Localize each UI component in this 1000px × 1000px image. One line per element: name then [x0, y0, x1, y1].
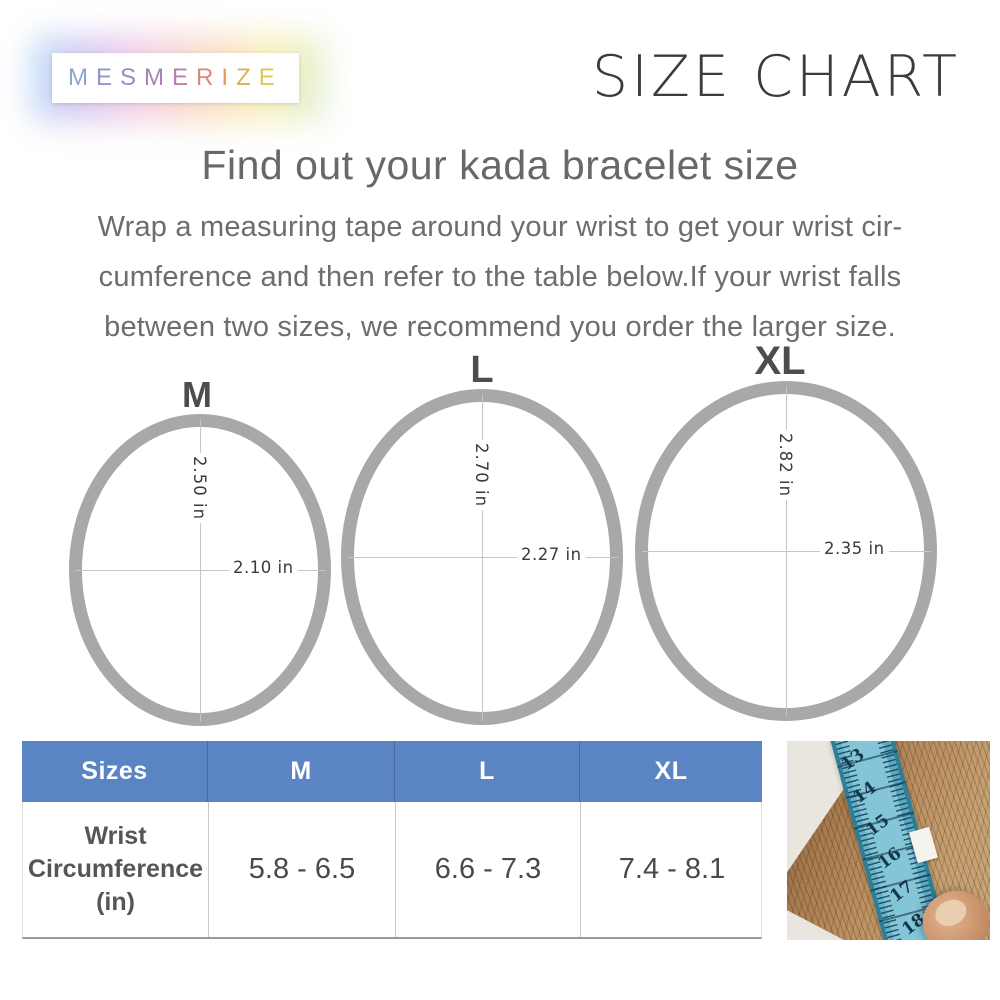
intro-line-1: Wrap a measuring tape around your wrist …: [97, 211, 903, 243]
row-label-line: Wrist: [84, 822, 147, 850]
ring-size-label: M: [182, 374, 212, 415]
logo-letter: M: [68, 64, 88, 91]
row-label-line: (in): [96, 888, 135, 916]
vertical-diameter-label: 2.82 in: [775, 430, 796, 501]
logo-letter: I: [221, 64, 229, 91]
logo-letter: R: [196, 64, 214, 91]
size-table-body-row: Wrist Circumference (in) 5.8 - 6.5 6.6 -…: [22, 802, 762, 939]
logo-box: M E S M E R I Z E: [52, 53, 299, 103]
size-table-value-xl: 7.4 - 8.1: [618, 853, 726, 885]
size-table-header-row: Sizes M L XL: [22, 741, 762, 802]
tape-number: 14: [849, 777, 881, 808]
intro-paragraph: Wrap a measuring tape around your wrist …: [0, 202, 1000, 352]
logo-letter: Z: [236, 64, 251, 91]
size-table-header-sizes: Sizes: [22, 741, 208, 802]
ring-size-label: XL: [754, 339, 806, 383]
size-table-header-l: L: [395, 741, 580, 802]
size-table-row-label-cell: Wrist Circumference (in): [23, 802, 209, 937]
logo-letter: E: [96, 64, 113, 91]
size-table-header-xl: XL: [654, 757, 688, 785]
size-table-header-m: M: [208, 741, 395, 802]
horizontal-axis-line: [348, 557, 618, 558]
intro-line-2: cumference and then refer to the table b…: [98, 261, 902, 293]
vertical-diameter-label: 2.70 in: [471, 440, 492, 511]
thumb-nail: [931, 894, 971, 931]
vertical-diameter-label: 2.50 in: [189, 453, 210, 524]
page-title: SIZE CHART: [591, 44, 960, 110]
horizontal-diameter-label: 2.27 in: [517, 545, 586, 564]
logo-letter: E: [172, 64, 189, 91]
brand-logo: M E S M E R I Z E: [32, 37, 325, 121]
ring-size-label: L: [470, 349, 494, 391]
wrist-measuring-photo: 13 14 15 16 17 18: [787, 741, 990, 940]
tape-number: 13: [837, 744, 869, 775]
horizontal-diameter-label: 2.10 in: [229, 558, 298, 577]
horizontal-axis-line: [75, 570, 326, 571]
logo-letter: S: [120, 64, 137, 91]
row-label-line: Circumference: [27, 855, 204, 883]
tape-number: 16: [874, 843, 906, 874]
horizontal-diameter-label: 2.35 in: [820, 539, 889, 558]
logo-letter: E: [258, 64, 275, 91]
horizontal-axis-line: [642, 551, 931, 552]
size-table-value-m: 5.8 - 6.5: [209, 802, 396, 937]
intro-line-3: between two sizes, we recommend you orde…: [104, 311, 896, 343]
size-table-value-l: 6.6 - 7.3: [396, 802, 581, 937]
size-table: Sizes M L XL Wrist Circumference (in) 5.…: [22, 741, 762, 939]
tape-number: 15: [862, 810, 894, 841]
tape-number: 17: [886, 876, 918, 907]
intro-heading: Find out your kada bracelet size: [201, 142, 799, 188]
logo-letter: M: [144, 64, 165, 91]
